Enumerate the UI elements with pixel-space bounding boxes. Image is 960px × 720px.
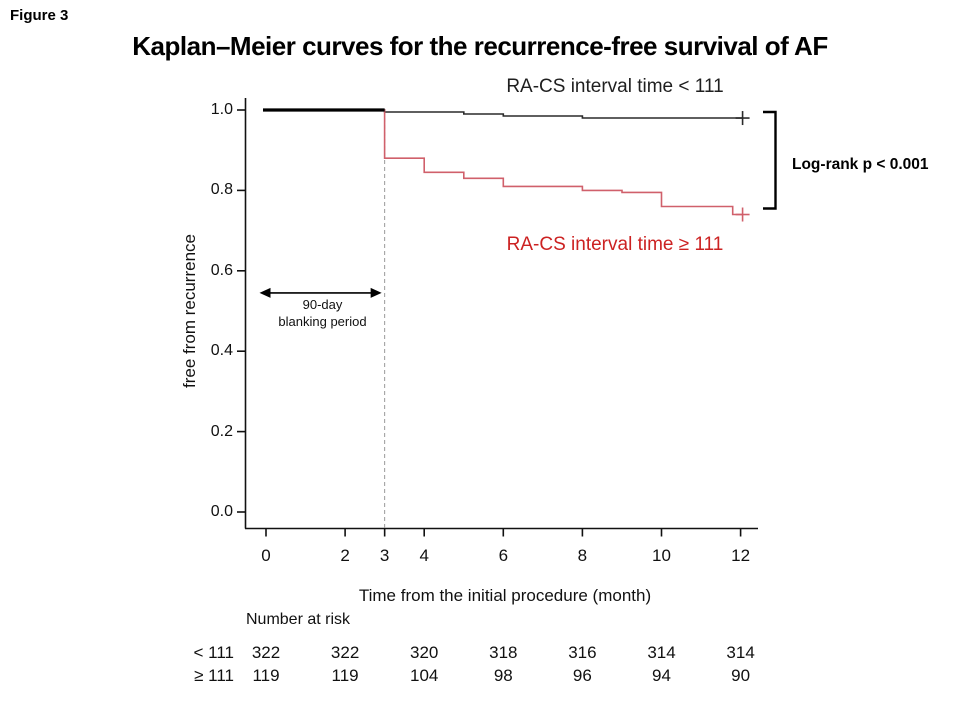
- y-axis-label: free from recurrence: [180, 234, 199, 388]
- risk-count: 96: [572, 666, 592, 685]
- risk-count: 90: [731, 666, 751, 685]
- x-tick-label: 0: [261, 546, 271, 565]
- x-tick-label: 8: [577, 546, 588, 565]
- x-tick-label: 10: [652, 546, 671, 565]
- risk-table-header: Number at risk: [246, 611, 351, 628]
- risk-count: 314: [726, 643, 755, 662]
- y-tick-label: 0.2: [210, 422, 233, 440]
- series-label-black: RA-CS interval time < 111: [506, 76, 724, 97]
- series-label-red: RA-CS interval time ≥ 111: [506, 234, 724, 255]
- risk-count: 322: [251, 643, 281, 662]
- arrowhead-right-icon: [370, 287, 382, 298]
- risk-count: 320: [410, 643, 439, 662]
- risk-count: 104: [410, 666, 439, 685]
- logrank-bracket: [763, 110, 777, 210]
- logrank-annotation: Log-rank p < 0.001: [792, 156, 929, 173]
- arrowhead-left-icon: [259, 287, 271, 298]
- risk-count: 94: [652, 666, 671, 685]
- risk-row-label: < 111: [193, 643, 235, 662]
- x-tick-label: 4: [419, 546, 429, 565]
- x-tick-label: 12: [731, 546, 751, 565]
- risk-count: 318: [489, 643, 518, 662]
- risk-count: 316: [568, 643, 597, 662]
- x-axis-label: Time from the initial procedure (month): [358, 586, 652, 605]
- risk-row-label: ≥ 111: [194, 666, 234, 685]
- y-tick-label: 0.8: [210, 181, 233, 199]
- risk-count: 119: [331, 666, 359, 685]
- y-tick-label: 0.4: [210, 342, 233, 360]
- risk-count: 322: [330, 643, 360, 662]
- x-tick-label: 2: [340, 546, 350, 565]
- figure-label: Figure 3: [10, 7, 69, 24]
- y-tick-label: 0.0: [210, 503, 233, 520]
- blanking-line1: 90-day: [302, 297, 343, 312]
- y-tick-label: 0.6: [210, 261, 233, 279]
- risk-count: 98: [493, 666, 513, 685]
- y-tick-label: 1.0: [210, 101, 233, 118]
- risk-count: 314: [647, 643, 676, 662]
- km-curve-red: [266, 109, 743, 216]
- page-title: Kaplan–Meier curves for the recurrence-f…: [132, 31, 828, 61]
- x-tick-label: 6: [498, 546, 509, 565]
- x-tick-label: 3: [379, 546, 390, 565]
- risk-count: 119: [252, 666, 280, 685]
- blanking-period-annotation: 90-day blanking period: [250, 296, 395, 330]
- blanking-line2: blanking period: [278, 314, 367, 329]
